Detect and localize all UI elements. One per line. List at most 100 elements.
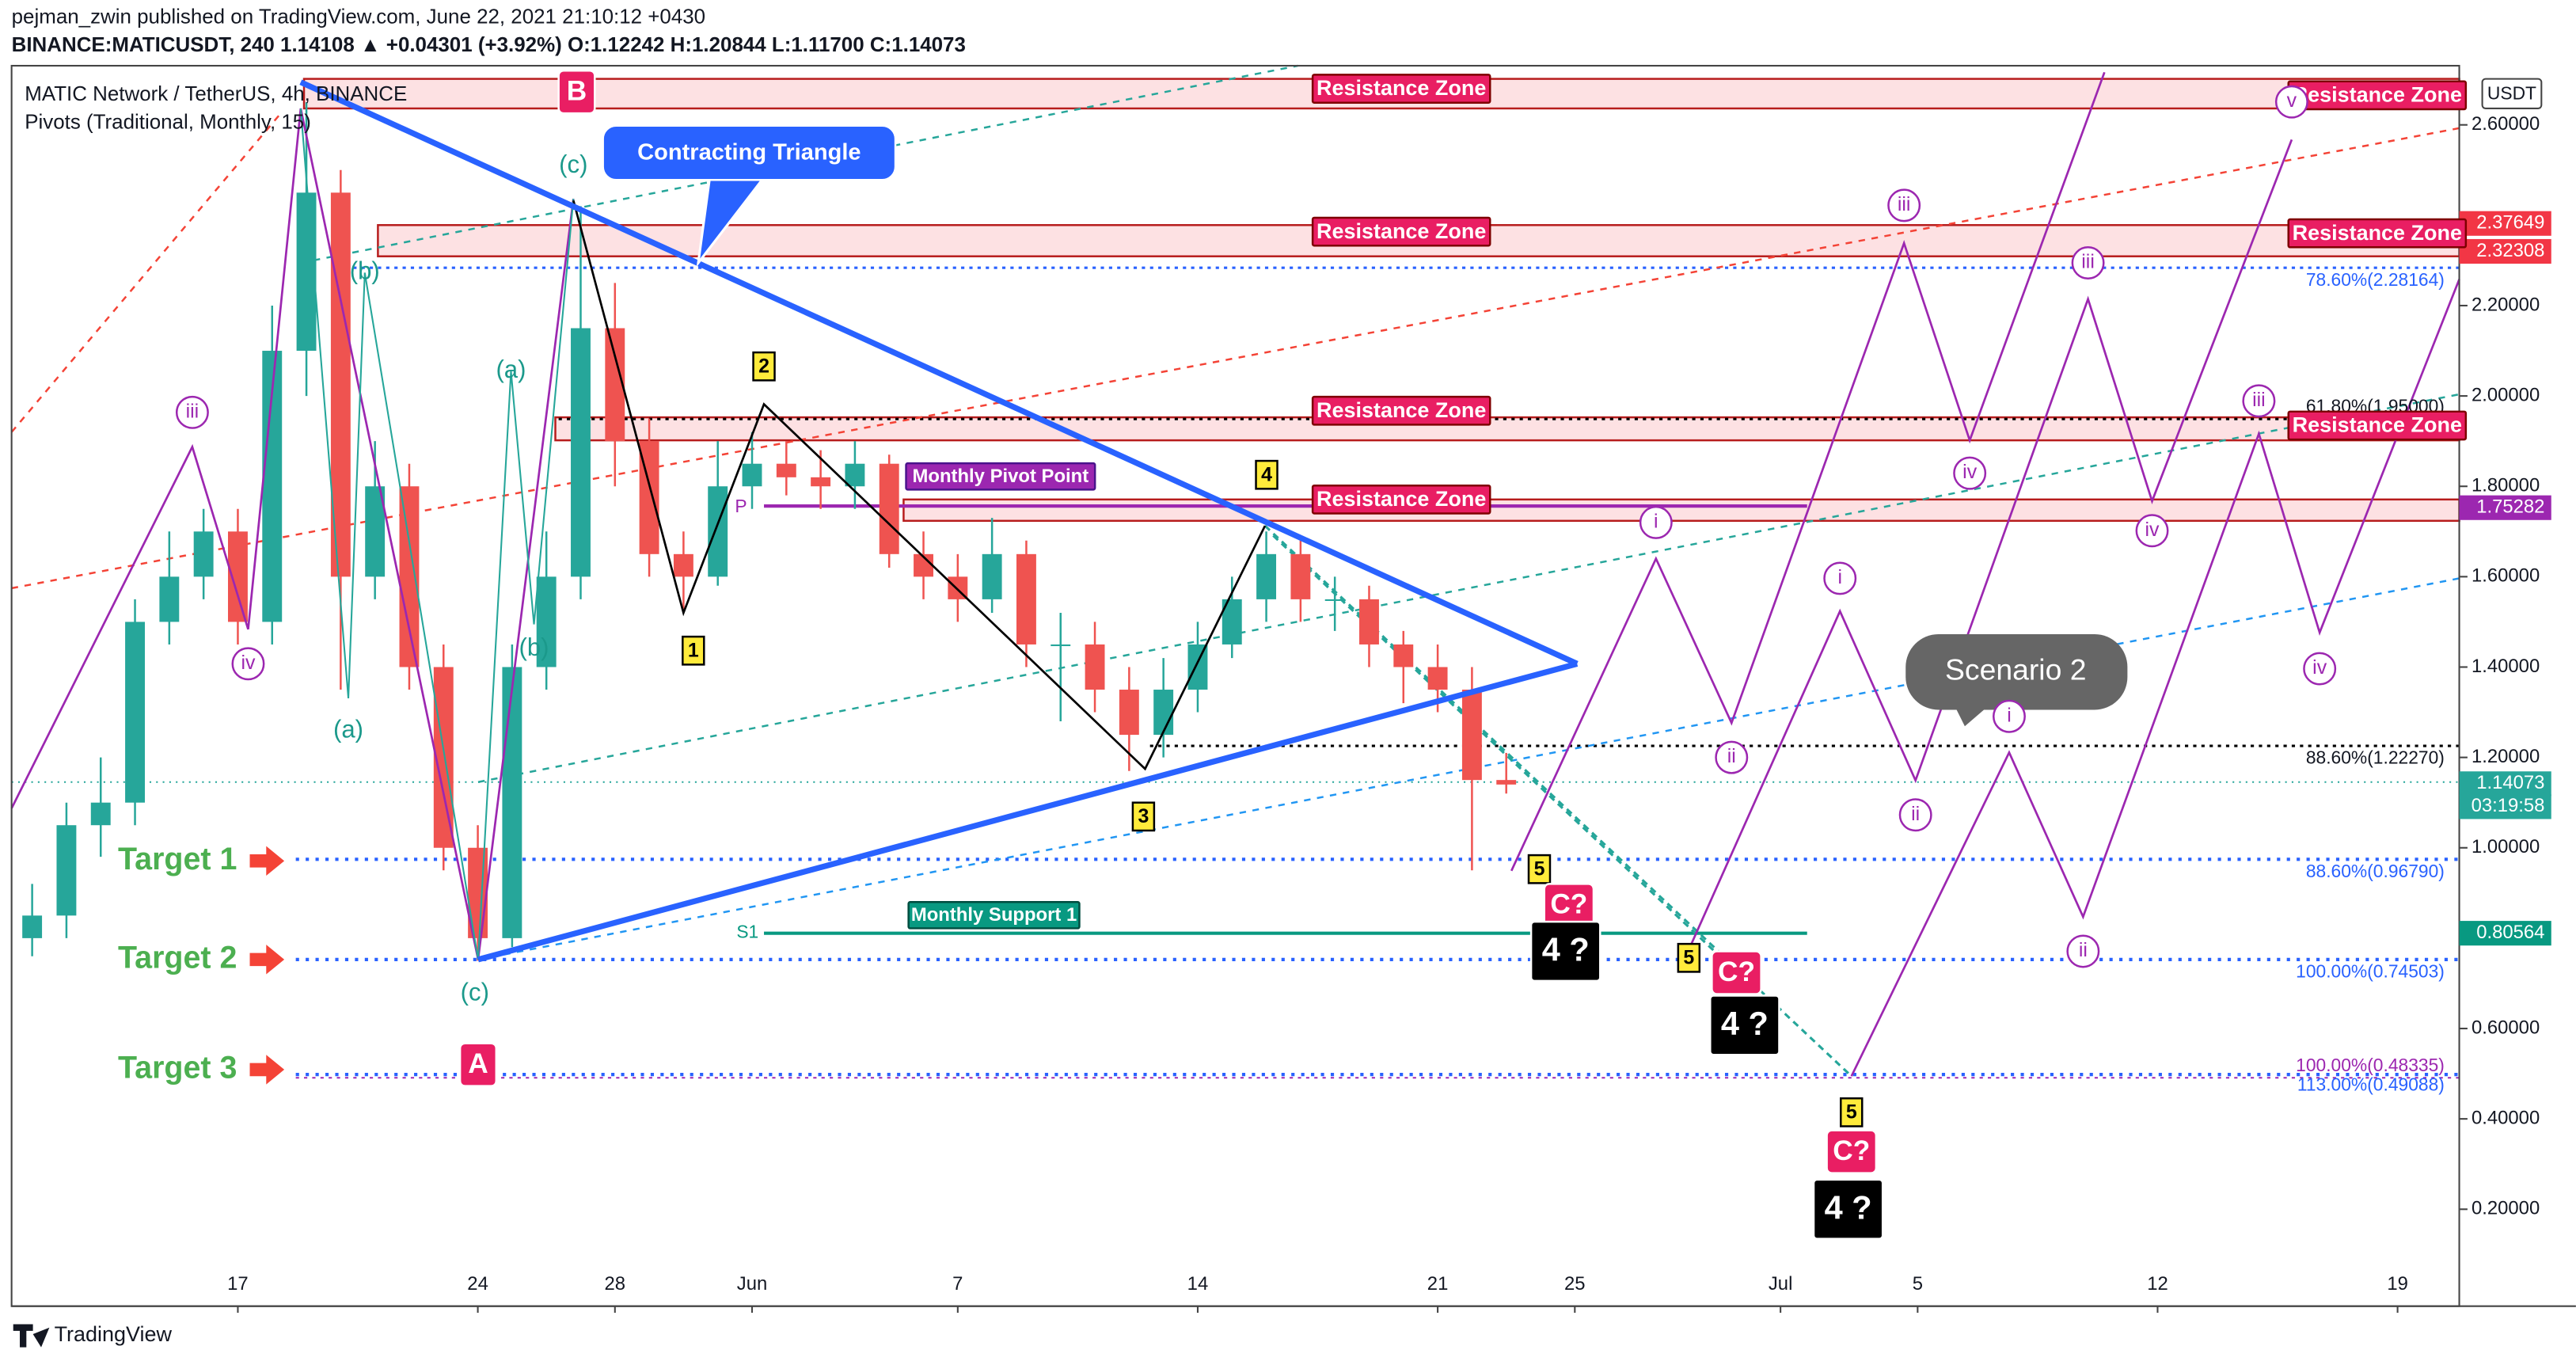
price-badge: 1.75282 <box>2476 496 2544 518</box>
candle-body <box>1153 690 1174 736</box>
wave-number-box <box>1677 942 1701 973</box>
wave-label: iv <box>241 652 256 674</box>
wave-four: 4 ? <box>1721 1005 1769 1042</box>
wave-number: 3 <box>1138 805 1149 827</box>
wave-label: (c) <box>461 979 489 1006</box>
wave-label: (b) <box>350 257 380 285</box>
wave-label: (a) <box>496 356 526 383</box>
wave-circle <box>231 647 265 681</box>
triangle-line <box>299 79 1579 667</box>
wave-path <box>1850 279 2460 1077</box>
candle-body <box>502 667 522 938</box>
callout: Contracting Triangle <box>637 140 861 165</box>
wave-circle <box>2303 652 2337 686</box>
y-tick-label: 1.20000 <box>2472 746 2540 767</box>
wave-number: 5 <box>1534 857 1545 880</box>
price-badge: 03:19:58 <box>2472 795 2545 816</box>
x-tick-label: 12 <box>2147 1273 2168 1295</box>
candle-body <box>1051 644 1071 647</box>
target-arrow <box>249 846 285 876</box>
wave-number-box <box>682 635 705 666</box>
wave-four: 4 ? <box>1542 930 1590 968</box>
wave-label: i <box>2007 704 2012 726</box>
support-label: Monthly Support 1 <box>911 904 1077 926</box>
wave-number-box <box>752 351 776 382</box>
wave-circle <box>1953 456 1987 490</box>
wave-letter: A <box>468 1048 488 1079</box>
wave-circle <box>1887 188 1921 222</box>
x-tick-label: Jun <box>737 1273 767 1295</box>
wave-number: 5 <box>1683 946 1694 968</box>
zone-label: Resistance Zone <box>1316 487 1486 511</box>
wave-label: (a) <box>333 716 363 743</box>
wave-circle <box>2274 85 2308 119</box>
wave-four: 4 ? <box>1825 1188 1872 1226</box>
x-tick-label: 28 <box>605 1273 626 1295</box>
candle-body <box>125 622 145 803</box>
y-tick-label: 0.40000 <box>2472 1107 2540 1128</box>
price-badge-box <box>2459 495 2551 520</box>
candle-body <box>1324 599 1345 601</box>
wave-path <box>10 108 575 960</box>
fib-label: 88.60%(1.22270) <box>2306 747 2445 768</box>
x-tick-label: 21 <box>1427 1273 1449 1295</box>
candle-body <box>1359 599 1379 644</box>
y-tick-label: 1.80000 <box>2472 475 2540 496</box>
zone-label-box <box>2287 218 2468 249</box>
wave-label: (c) <box>559 150 587 178</box>
y-tick-label: 2.20000 <box>2472 294 2540 315</box>
fib-label: 100.00%(0.48335) <box>2296 1055 2445 1075</box>
pivot-label-box <box>905 462 1096 491</box>
footer: TradingView <box>55 1322 173 1346</box>
trend-line <box>10 114 280 433</box>
candle-body <box>536 576 557 667</box>
support-label-box <box>907 900 1081 930</box>
fib-label: 113.00%(0.49088) <box>2297 1074 2445 1095</box>
wave-circle <box>1715 740 1749 774</box>
y-tick-label: 0.60000 <box>2472 1017 2540 1038</box>
header-line: BINANCE:MATICUSDT, 240 1.14108 ▲ +0.0430… <box>12 34 966 56</box>
currency: USDT <box>2487 82 2536 103</box>
wave-letter: C? <box>1833 1135 1870 1166</box>
price-badge-box <box>2459 238 2551 264</box>
wave-label: iii <box>2081 251 2095 273</box>
candle-body <box>1290 553 1311 599</box>
wave-circle <box>1823 561 1857 595</box>
zone <box>554 416 2460 442</box>
callout-pointer <box>696 177 766 268</box>
candle-body <box>571 328 591 577</box>
wave-label: ii <box>2079 939 2088 961</box>
candle-body <box>845 463 865 487</box>
wave-label: i <box>1837 566 1842 588</box>
candle-body <box>776 463 796 477</box>
candle-body <box>22 915 43 938</box>
support-tag: S1 <box>736 922 758 942</box>
fib-label: 100.00%(0.74503) <box>2296 960 2445 981</box>
zone-label-box <box>1311 74 1491 104</box>
x-tick-label: 14 <box>1187 1273 1209 1295</box>
wave-letter-box <box>557 69 596 115</box>
wave-label: i <box>1654 510 1658 532</box>
wave-label: v <box>2287 89 2297 112</box>
candle-body <box>1496 780 1517 785</box>
zone-label: Resistance Zone <box>1316 76 1486 100</box>
header-line: pejman_zwin published on TradingView.com… <box>12 6 705 29</box>
scenario-box <box>1905 633 2128 710</box>
wave-letter: B <box>567 76 587 107</box>
y-tick-label: 2.60000 <box>2472 113 2540 135</box>
legend-line: MATIC Network / TetherUS, 4h, BINANCE <box>25 83 407 105</box>
wave-four-box <box>1812 1178 1884 1240</box>
target-label: Target 3 <box>118 1050 237 1085</box>
zone-label: Resistance Zone <box>1316 398 1486 422</box>
wave-number-box <box>1527 854 1552 884</box>
y-tick-label: 1.40000 <box>2472 656 2540 677</box>
candle-body <box>879 463 899 554</box>
candle-body <box>90 802 111 826</box>
trend-line <box>477 393 2460 783</box>
wave-path <box>1510 71 2106 872</box>
wave-letter-box <box>458 1042 498 1087</box>
zone-label: Resistance Zone <box>2293 221 2462 245</box>
